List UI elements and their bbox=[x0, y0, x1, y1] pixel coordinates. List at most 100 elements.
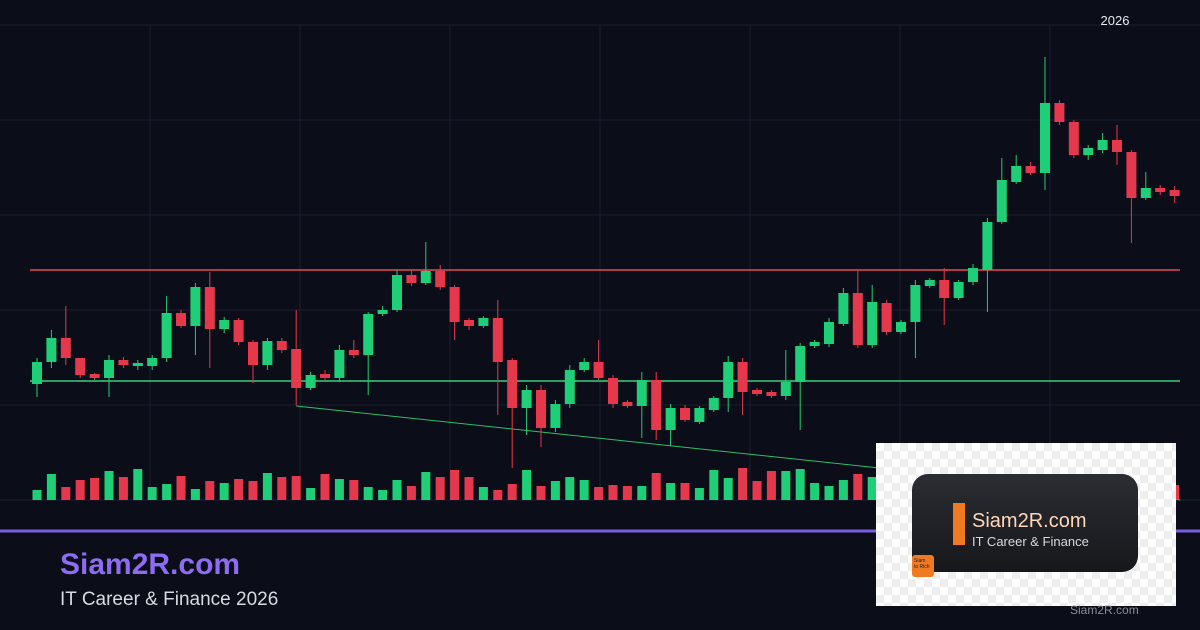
candle-body bbox=[132, 363, 143, 366]
volume-bar bbox=[61, 487, 71, 500]
candle-body bbox=[536, 390, 546, 428]
candle-body bbox=[780, 382, 791, 396]
volume-bar bbox=[795, 469, 805, 500]
candle-body bbox=[881, 303, 892, 332]
volume-bar bbox=[334, 479, 344, 500]
candle-body bbox=[953, 282, 964, 298]
candle-body bbox=[1083, 148, 1094, 155]
candle-body bbox=[651, 380, 662, 430]
candle-body bbox=[464, 320, 474, 326]
icon-text: to Rich bbox=[914, 564, 930, 570]
volume-bar bbox=[392, 480, 402, 500]
candle-body bbox=[435, 271, 446, 287]
volume-bar bbox=[810, 483, 820, 500]
candle-body bbox=[1025, 166, 1036, 173]
candle-body bbox=[982, 222, 993, 270]
volume-bar bbox=[46, 474, 56, 500]
candle-body bbox=[564, 370, 575, 404]
volume-bar bbox=[608, 485, 618, 500]
volume-bar bbox=[219, 483, 229, 500]
candle-body bbox=[363, 314, 374, 355]
volume-bar bbox=[666, 483, 676, 500]
candle-body bbox=[1040, 103, 1050, 173]
candle-body bbox=[939, 280, 950, 298]
volume-bar bbox=[579, 480, 589, 500]
candle-body bbox=[233, 320, 244, 342]
candle-body bbox=[204, 287, 215, 329]
candle-body bbox=[176, 313, 186, 326]
volume-bar bbox=[190, 489, 200, 500]
candle-body bbox=[1155, 188, 1166, 192]
candle-body bbox=[147, 358, 158, 366]
volume-bar bbox=[493, 490, 503, 500]
candle-body bbox=[1169, 190, 1180, 196]
volume-bar bbox=[522, 470, 532, 500]
candle-body bbox=[608, 378, 618, 404]
candle-body bbox=[896, 322, 906, 332]
candle-body bbox=[1011, 166, 1022, 182]
volume-bar bbox=[622, 486, 632, 500]
volume-bar bbox=[637, 486, 647, 500]
volume-bar bbox=[421, 472, 431, 500]
volume-bar bbox=[565, 477, 575, 500]
candle-body bbox=[824, 322, 834, 344]
volume-bar bbox=[738, 468, 748, 500]
volume-bar bbox=[680, 483, 690, 500]
candle-body bbox=[622, 402, 633, 406]
volume-bar bbox=[550, 481, 560, 500]
candle-body bbox=[248, 342, 258, 365]
candle-body bbox=[320, 374, 330, 378]
candle-body bbox=[348, 350, 359, 355]
volume-bar bbox=[90, 478, 100, 500]
volume-bar bbox=[176, 476, 186, 500]
candle-body bbox=[1054, 103, 1065, 122]
icon-text: Siam bbox=[914, 558, 926, 564]
candle-body bbox=[60, 338, 71, 358]
candle-body bbox=[118, 360, 129, 365]
candle-body bbox=[867, 302, 878, 345]
volume-bar bbox=[363, 487, 373, 500]
volume-bar bbox=[435, 477, 445, 500]
volume-bar bbox=[450, 470, 460, 500]
candle-body bbox=[420, 271, 431, 283]
volume-bar bbox=[709, 470, 719, 500]
candle-body bbox=[276, 341, 287, 350]
volume-bar bbox=[262, 473, 272, 500]
candle-body bbox=[924, 280, 935, 286]
candle-body bbox=[1140, 188, 1151, 198]
candle-body bbox=[579, 362, 590, 370]
candle-body bbox=[593, 362, 604, 378]
volume-bar bbox=[781, 471, 791, 500]
candle-body bbox=[852, 293, 863, 345]
card-panel: Siam2R.com IT Career & Finance bbox=[912, 474, 1138, 572]
candle-body bbox=[334, 350, 345, 378]
vertical-grid bbox=[149, 25, 1051, 500]
brand-name: Siam2R.com bbox=[60, 548, 241, 581]
candle-body bbox=[708, 398, 719, 410]
volume-bar bbox=[277, 477, 287, 500]
volume-bar bbox=[248, 481, 258, 500]
volume-bar bbox=[205, 481, 215, 500]
candle-body bbox=[752, 390, 762, 394]
candle-body bbox=[104, 360, 114, 378]
candle-body bbox=[32, 362, 42, 384]
candle-body bbox=[262, 341, 273, 365]
candle-body bbox=[406, 275, 417, 283]
candle-body bbox=[492, 318, 503, 362]
candle-body bbox=[795, 346, 806, 382]
candle-body bbox=[377, 310, 388, 314]
candle-body bbox=[1126, 152, 1137, 198]
candle-body bbox=[694, 408, 705, 422]
volume-bar bbox=[118, 477, 128, 500]
volume-bar bbox=[838, 480, 848, 500]
card-title: Siam2R.com bbox=[972, 510, 1087, 532]
volume-bar bbox=[75, 480, 85, 500]
volume-bar bbox=[320, 474, 330, 500]
card-icon: Siam to Rich bbox=[912, 555, 934, 577]
volume-bar bbox=[824, 486, 834, 500]
candle-body bbox=[968, 268, 978, 282]
card-subtitle: IT Career & Finance bbox=[972, 534, 1089, 549]
volume-bar bbox=[349, 480, 359, 500]
candle-body bbox=[737, 362, 748, 392]
